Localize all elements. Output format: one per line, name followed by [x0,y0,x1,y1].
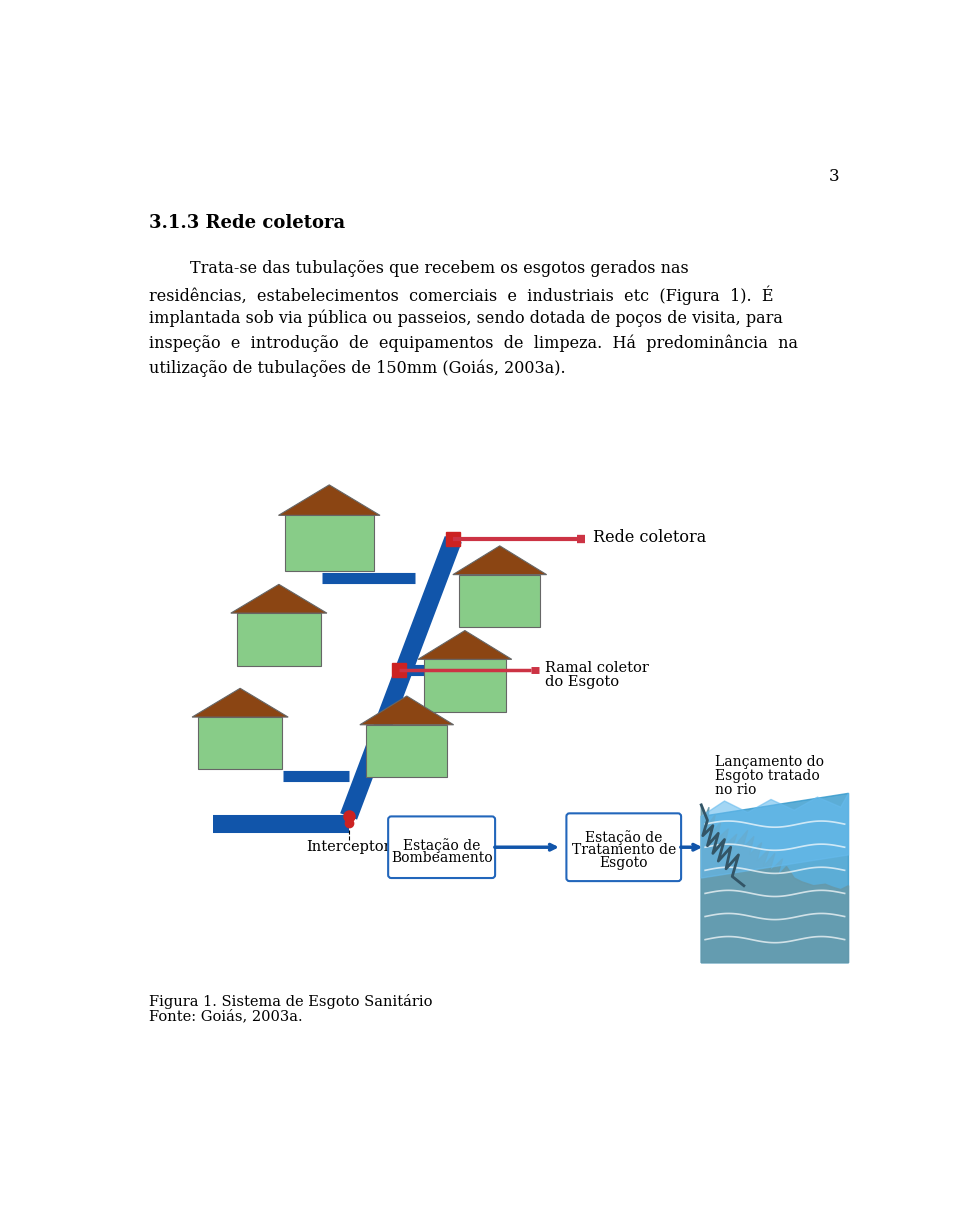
Bar [366,725,447,777]
Text: Tratamento de: Tratamento de [571,844,676,857]
Text: Rede coletora: Rede coletora [592,529,706,546]
Text: utilização de tubulações de 150mm (Goiás, 2003a).: utilização de tubulações de 150mm (Goiás… [150,359,566,376]
Text: residências,  estabelecimentos  comerciais  e  industriais  etc  (Figura  1).  É: residências, estabelecimentos comerciais… [150,286,774,304]
Bar [459,575,540,628]
Bar [237,613,321,665]
Text: Estação de: Estação de [585,830,662,845]
Text: Esgoto: Esgoto [599,856,648,869]
Text: Bombeamento: Bombeamento [391,851,492,864]
Bar [285,515,373,570]
Bar [199,717,282,769]
Text: Fonte: Goiás, 2003a.: Fonte: Goiás, 2003a. [150,1009,303,1023]
Text: no rio: no rio [715,783,756,796]
FancyBboxPatch shape [388,817,495,878]
Polygon shape [701,794,849,962]
Polygon shape [701,805,849,962]
Polygon shape [230,585,327,613]
Text: implantada sob via pública ou passeios, sendo dotada de poços de visita, para: implantada sob via pública ou passeios, … [150,310,783,327]
Polygon shape [701,794,849,878]
Polygon shape [453,546,546,575]
Polygon shape [278,485,380,515]
Text: do Esgoto: do Esgoto [544,675,619,689]
Polygon shape [192,689,288,717]
Polygon shape [418,630,512,659]
Text: Lançamento do: Lançamento do [715,755,825,769]
Text: Estação de: Estação de [403,839,480,853]
FancyBboxPatch shape [566,813,681,882]
Text: 3: 3 [828,168,839,186]
Polygon shape [360,696,454,725]
Text: Ramal coletor: Ramal coletor [544,661,649,675]
Text: Interceptor: Interceptor [306,840,391,853]
Text: Esgoto tratado: Esgoto tratado [715,769,820,783]
Text: 3.1.3 Rede coletora: 3.1.3 Rede coletora [150,214,346,232]
Text: Trata-se das tubulações que recebem os esgotos gerados nas: Trata-se das tubulações que recebem os e… [150,260,689,277]
Text: inspeção  e  introdução  de  equipamentos  de  limpeza.  Há  predominância  na: inspeção e introdução de equipamentos de… [150,335,799,352]
Bar [424,659,506,712]
Text: Figura 1. Sistema de Esgoto Sanitário: Figura 1. Sistema de Esgoto Sanitário [150,994,433,1009]
